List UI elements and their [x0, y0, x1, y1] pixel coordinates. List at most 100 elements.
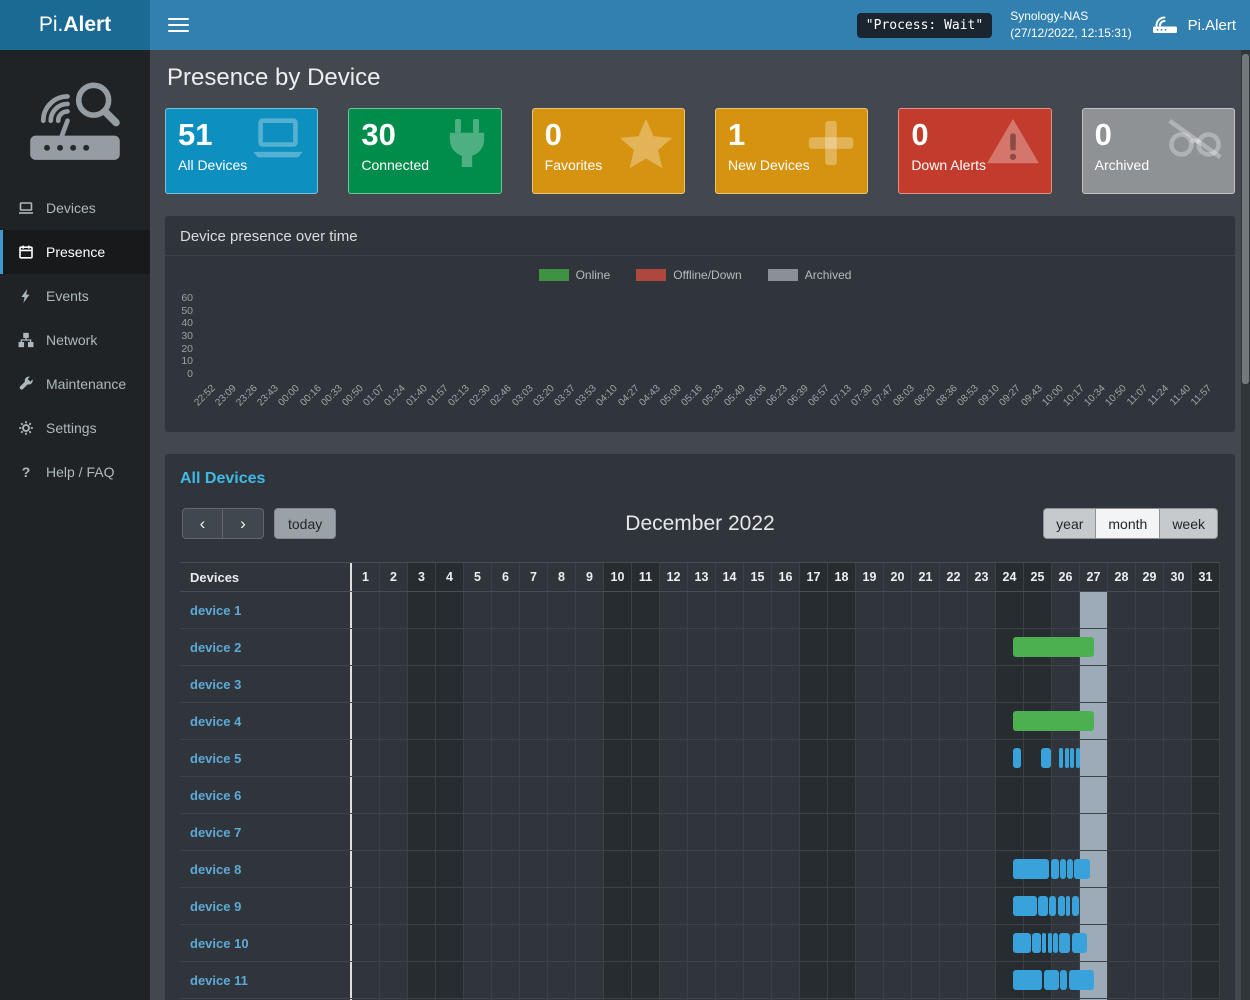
day-header-cell: 11 [632, 563, 660, 591]
day-header-cell: 29 [1136, 563, 1164, 591]
day-cell [744, 777, 772, 813]
sidebar-item-events[interactable]: Events [0, 274, 150, 318]
host-info: Synology-NAS (27/12/2022, 12:15:31) [1010, 8, 1131, 42]
day-cell [1164, 740, 1192, 776]
day-cell [380, 814, 408, 850]
view-week-button[interactable]: week [1160, 508, 1218, 539]
today-button[interactable]: today [274, 508, 337, 539]
day-cell [464, 851, 492, 887]
day-cell [1136, 888, 1164, 924]
day-cell [660, 777, 688, 813]
page-title: Presence by Device [167, 64, 381, 91]
device-name-cell: device 3 [180, 666, 350, 702]
device-link[interactable]: device 11 [190, 972, 248, 988]
device-link[interactable]: device 1 [190, 602, 242, 618]
prev-month-button[interactable]: ‹ [182, 508, 223, 539]
summary-box-archived[interactable]: 0 Archived [1081, 108, 1235, 194]
day-cell [940, 814, 968, 850]
device-link[interactable]: device 7 [190, 824, 242, 840]
day-cell [912, 925, 940, 961]
scrollbar-thumb[interactable] [1242, 54, 1249, 384]
day-cell [744, 740, 772, 776]
calendar-body: device 1 device 2 device 3 device 4 device 5… [180, 592, 1220, 1000]
day-cell [548, 851, 576, 887]
day-cell [520, 777, 548, 813]
offline-swatch [636, 269, 667, 281]
device-link[interactable]: device 4 [190, 713, 242, 729]
day-cell [1108, 888, 1136, 924]
day-cell [968, 703, 996, 739]
day-cell [968, 629, 996, 665]
device-link[interactable]: device 3 [190, 676, 242, 692]
day-cell [520, 666, 548, 702]
summary-box-connected[interactable]: 30 Connected [348, 108, 502, 194]
device-link[interactable]: device 10 [190, 935, 249, 951]
day-cell [408, 666, 436, 702]
app-logo[interactable]: Pi. Alert [0, 0, 150, 50]
all-devices-panel: All Devices ‹ › today December 2022 year… [165, 454, 1235, 1000]
day-cell [520, 814, 548, 850]
day-cell [464, 629, 492, 665]
day-cell [828, 777, 856, 813]
sidebar-toggle-icon[interactable] [168, 18, 189, 32]
next-month-button[interactable]: › [223, 508, 264, 539]
day-cell [940, 629, 968, 665]
day-cell [828, 666, 856, 702]
day-cell [856, 666, 884, 702]
summary-box-new-devices[interactable]: 1 New Devices [714, 108, 869, 194]
day-cell [856, 962, 884, 998]
day-cell [772, 814, 800, 850]
day-cell [884, 888, 912, 924]
sidebar-item-network[interactable]: Network [0, 318, 150, 362]
view-month-button[interactable]: month [1096, 508, 1161, 539]
day-header-cell: 22 [940, 563, 968, 591]
summary-box-favorites[interactable]: 0 Favorites [531, 108, 685, 194]
day-cell [352, 740, 380, 776]
day-cell [856, 629, 884, 665]
day-cell [1136, 629, 1164, 665]
day-cell [912, 703, 940, 739]
sidebar-item-help[interactable]: ? Help / FAQ [0, 450, 150, 494]
day-cell [632, 814, 660, 850]
device-link[interactable]: device 8 [190, 861, 242, 877]
day-cell [408, 629, 436, 665]
device-presence-grid [350, 777, 1220, 813]
day-cell [716, 851, 744, 887]
plug-icon [443, 117, 491, 174]
device-link[interactable]: device 9 [190, 898, 242, 914]
presence-over-time-panel: Device presence over time Online Offline… [165, 216, 1235, 432]
day-cell [968, 962, 996, 998]
view-year-button[interactable]: year [1043, 508, 1097, 539]
day-cell [688, 962, 716, 998]
day-cell [1136, 851, 1164, 887]
sidebar-item-settings[interactable]: Settings [0, 406, 150, 450]
day-cell [436, 592, 464, 628]
day-cell [688, 629, 716, 665]
day-cell [688, 888, 716, 924]
device-link[interactable]: device 6 [190, 787, 242, 803]
day-cell [632, 592, 660, 628]
day-cell [716, 962, 744, 998]
day-cell [380, 666, 408, 702]
day-header-cell: 26 [1052, 563, 1080, 591]
summary-box-down-alerts[interactable]: 0 Down Alerts [898, 108, 1052, 194]
day-cell [492, 851, 520, 887]
new-devices-label: New Devices [727, 157, 810, 174]
sidebar-item-devices[interactable]: Devices [0, 186, 150, 230]
day-cell [408, 740, 436, 776]
day-cell [856, 851, 884, 887]
day-header-cell: 19 [856, 563, 884, 591]
day-cell [1024, 814, 1052, 850]
day-cell [604, 703, 632, 739]
day-cell [1164, 703, 1192, 739]
device-link[interactable]: device 5 [190, 750, 242, 766]
device-link[interactable]: device 2 [190, 639, 242, 655]
sidebar-item-presence[interactable]: Presence [0, 230, 150, 274]
sidebar-item-label: Help / FAQ [46, 464, 115, 480]
sidebar-item-maintenance[interactable]: Maintenance [0, 362, 150, 406]
legend-online-label: Online [575, 268, 611, 282]
day-cell [1192, 592, 1220, 628]
day-cell [884, 925, 912, 961]
day-cell [772, 888, 800, 924]
summary-box-all-devices[interactable]: 51 All Devices [165, 108, 319, 194]
